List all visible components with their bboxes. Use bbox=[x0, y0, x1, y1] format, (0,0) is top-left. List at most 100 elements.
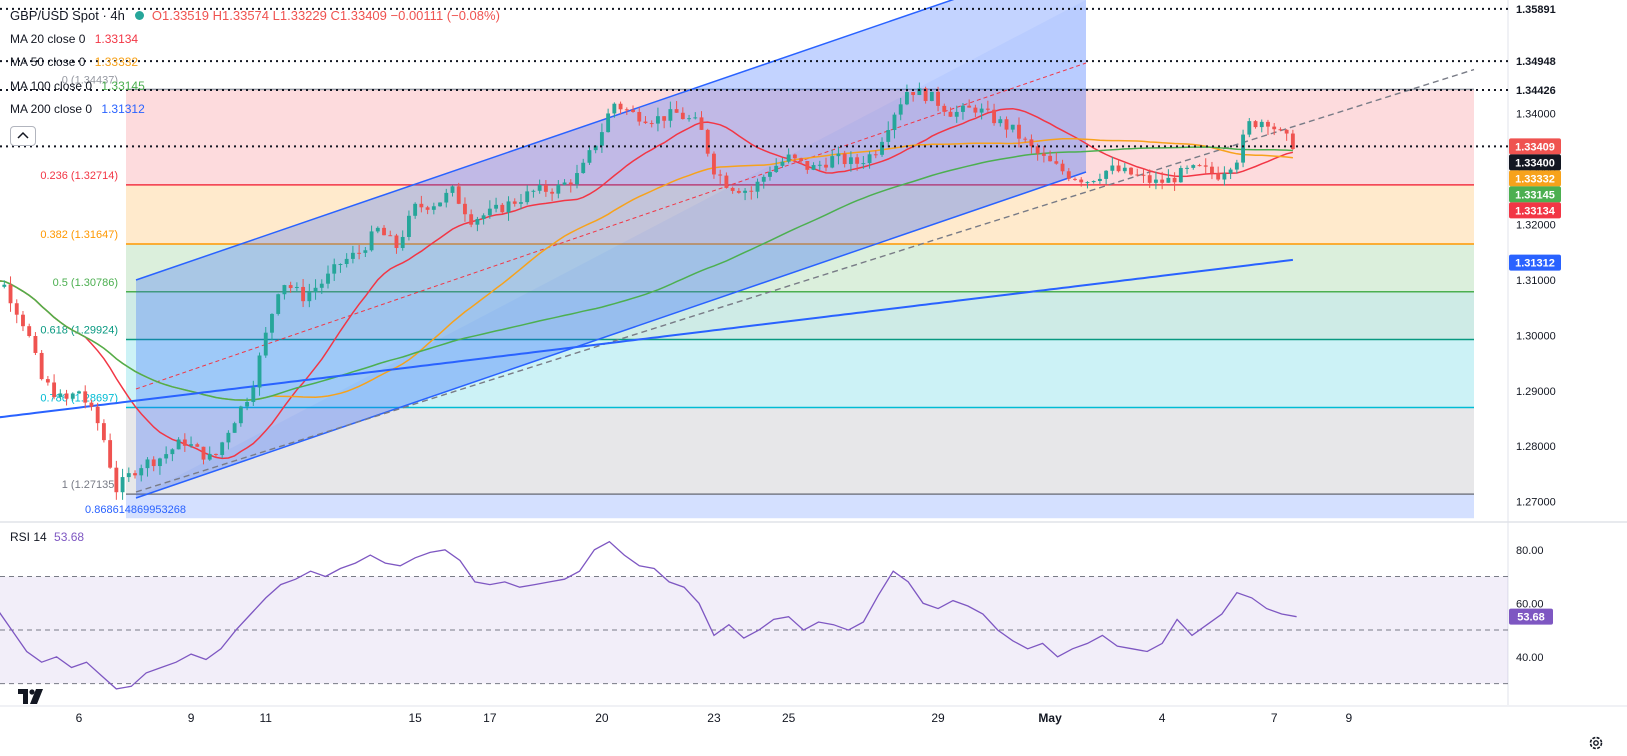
candle[interactable] bbox=[904, 84, 909, 106]
candle[interactable] bbox=[1210, 161, 1214, 180]
candle[interactable] bbox=[568, 179, 573, 193]
candle[interactable] bbox=[1172, 172, 1177, 191]
candle[interactable] bbox=[1278, 127, 1283, 132]
candle[interactable] bbox=[1147, 169, 1152, 188]
candle[interactable] bbox=[948, 107, 953, 118]
candle[interactable] bbox=[1085, 181, 1090, 189]
candle[interactable] bbox=[21, 310, 25, 332]
candle[interactable] bbox=[1029, 134, 1034, 154]
candle[interactable] bbox=[1110, 157, 1115, 175]
candle[interactable] bbox=[8, 276, 13, 312]
candle[interactable] bbox=[1178, 165, 1183, 183]
price-badge[interactable]: 1.33332 bbox=[1509, 170, 1561, 187]
candle[interactable] bbox=[506, 196, 511, 221]
candle[interactable] bbox=[1222, 166, 1227, 186]
candle[interactable] bbox=[718, 169, 723, 184]
candle[interactable] bbox=[1166, 169, 1171, 183]
rsi-line[interactable] bbox=[0, 540, 1297, 690]
candle[interactable] bbox=[1290, 129, 1295, 150]
candle[interactable] bbox=[1253, 120, 1258, 129]
candle[interactable] bbox=[1247, 118, 1252, 138]
candle[interactable] bbox=[687, 114, 691, 122]
candle[interactable] bbox=[58, 389, 63, 400]
candle[interactable] bbox=[133, 470, 137, 479]
price-badge[interactable]: 1.33134 bbox=[1509, 202, 1561, 219]
channel-upper-line[interactable] bbox=[135, 0, 1086, 281]
time-axis[interactable]: 6 9 11 15 17 20 23 25 29 May 4 7 9 bbox=[76, 711, 1353, 725]
fibonacci-retracement[interactable]: 0 (1.34437) 0.236 (1.32714) 0.382 (1.31647… bbox=[40, 74, 1474, 519]
candle[interactable] bbox=[282, 284, 287, 300]
candle[interactable] bbox=[170, 448, 175, 462]
candle[interactable] bbox=[805, 160, 810, 174]
candle[interactable] bbox=[1091, 180, 1096, 184]
candlestick-series[interactable] bbox=[2, 82, 1295, 500]
candle[interactable] bbox=[220, 441, 225, 459]
candle[interactable] bbox=[612, 102, 617, 118]
candle[interactable] bbox=[52, 374, 57, 400]
candle[interactable] bbox=[500, 203, 505, 214]
candle[interactable] bbox=[618, 101, 623, 114]
candle[interactable] bbox=[164, 446, 169, 464]
candle[interactable] bbox=[917, 82, 922, 96]
candle[interactable] bbox=[543, 180, 548, 197]
candle[interactable] bbox=[27, 323, 32, 338]
price-badge[interactable]: 1.33409 bbox=[1509, 138, 1561, 155]
candle[interactable] bbox=[799, 157, 804, 165]
candle[interactable] bbox=[114, 460, 119, 500]
candle[interactable] bbox=[674, 101, 679, 113]
candle[interactable] bbox=[1023, 136, 1028, 143]
candle[interactable] bbox=[1259, 119, 1264, 133]
candle[interactable] bbox=[1191, 164, 1196, 170]
candle[interactable] bbox=[1079, 177, 1084, 187]
candle[interactable] bbox=[811, 162, 816, 171]
candle[interactable] bbox=[1060, 159, 1065, 175]
candle[interactable] bbox=[1241, 129, 1246, 168]
candle[interactable] bbox=[1234, 159, 1239, 174]
candle[interactable] bbox=[301, 278, 306, 308]
candle[interactable] bbox=[836, 146, 841, 165]
candle[interactable] bbox=[139, 464, 144, 482]
candle[interactable] bbox=[1054, 152, 1059, 165]
candle[interactable] bbox=[693, 112, 698, 120]
candle[interactable] bbox=[307, 283, 312, 308]
candle[interactable] bbox=[1272, 123, 1277, 136]
candle[interactable] bbox=[70, 392, 75, 401]
candle[interactable] bbox=[1004, 116, 1009, 138]
candle[interactable] bbox=[332, 258, 337, 281]
candle[interactable] bbox=[45, 375, 50, 386]
candle[interactable] bbox=[1203, 158, 1208, 174]
candle[interactable] bbox=[319, 279, 324, 295]
candle[interactable] bbox=[898, 97, 903, 121]
candle[interactable] bbox=[456, 182, 461, 205]
candle[interactable] bbox=[344, 253, 349, 268]
candle[interactable] bbox=[581, 158, 586, 174]
candle[interactable] bbox=[755, 178, 760, 199]
candle[interactable] bbox=[780, 157, 785, 168]
candle[interactable] bbox=[525, 185, 530, 205]
candle[interactable] bbox=[438, 202, 442, 207]
candle[interactable] bbox=[961, 102, 965, 120]
candle[interactable] bbox=[232, 421, 237, 433]
candle[interactable] bbox=[662, 116, 667, 129]
candle[interactable] bbox=[14, 299, 19, 324]
candle[interactable] bbox=[1116, 159, 1121, 173]
candle[interactable] bbox=[967, 99, 972, 108]
candle[interactable] bbox=[637, 107, 642, 126]
candle[interactable] bbox=[861, 156, 866, 169]
candle[interactable] bbox=[89, 399, 94, 411]
candle[interactable] bbox=[294, 282, 299, 292]
candle[interactable] bbox=[2, 280, 7, 289]
candle[interactable] bbox=[39, 350, 44, 381]
candle[interactable] bbox=[992, 103, 997, 126]
candle[interactable] bbox=[469, 209, 474, 228]
candle[interactable] bbox=[911, 91, 916, 102]
candle[interactable] bbox=[195, 442, 200, 448]
candle[interactable] bbox=[108, 433, 113, 469]
candle[interactable] bbox=[382, 225, 386, 236]
candle[interactable] bbox=[157, 457, 162, 475]
candle[interactable] bbox=[425, 205, 430, 215]
candle[interactable] bbox=[388, 230, 393, 237]
candle[interactable] bbox=[77, 390, 81, 394]
rsi-value-badge[interactable]: 53.68 bbox=[1509, 608, 1553, 625]
candle[interactable] bbox=[214, 453, 218, 458]
